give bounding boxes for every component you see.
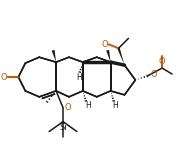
Polygon shape <box>106 50 111 62</box>
Polygon shape <box>117 48 125 65</box>
Polygon shape <box>52 50 56 62</box>
Text: Si: Si <box>59 123 67 132</box>
Text: H: H <box>85 101 91 110</box>
Text: H: H <box>113 101 118 110</box>
Text: O: O <box>101 40 108 49</box>
Text: O: O <box>159 57 165 66</box>
Text: O: O <box>64 103 71 112</box>
Text: O: O <box>1 73 8 82</box>
Text: O: O <box>150 69 157 79</box>
Text: H: H <box>76 73 82 82</box>
